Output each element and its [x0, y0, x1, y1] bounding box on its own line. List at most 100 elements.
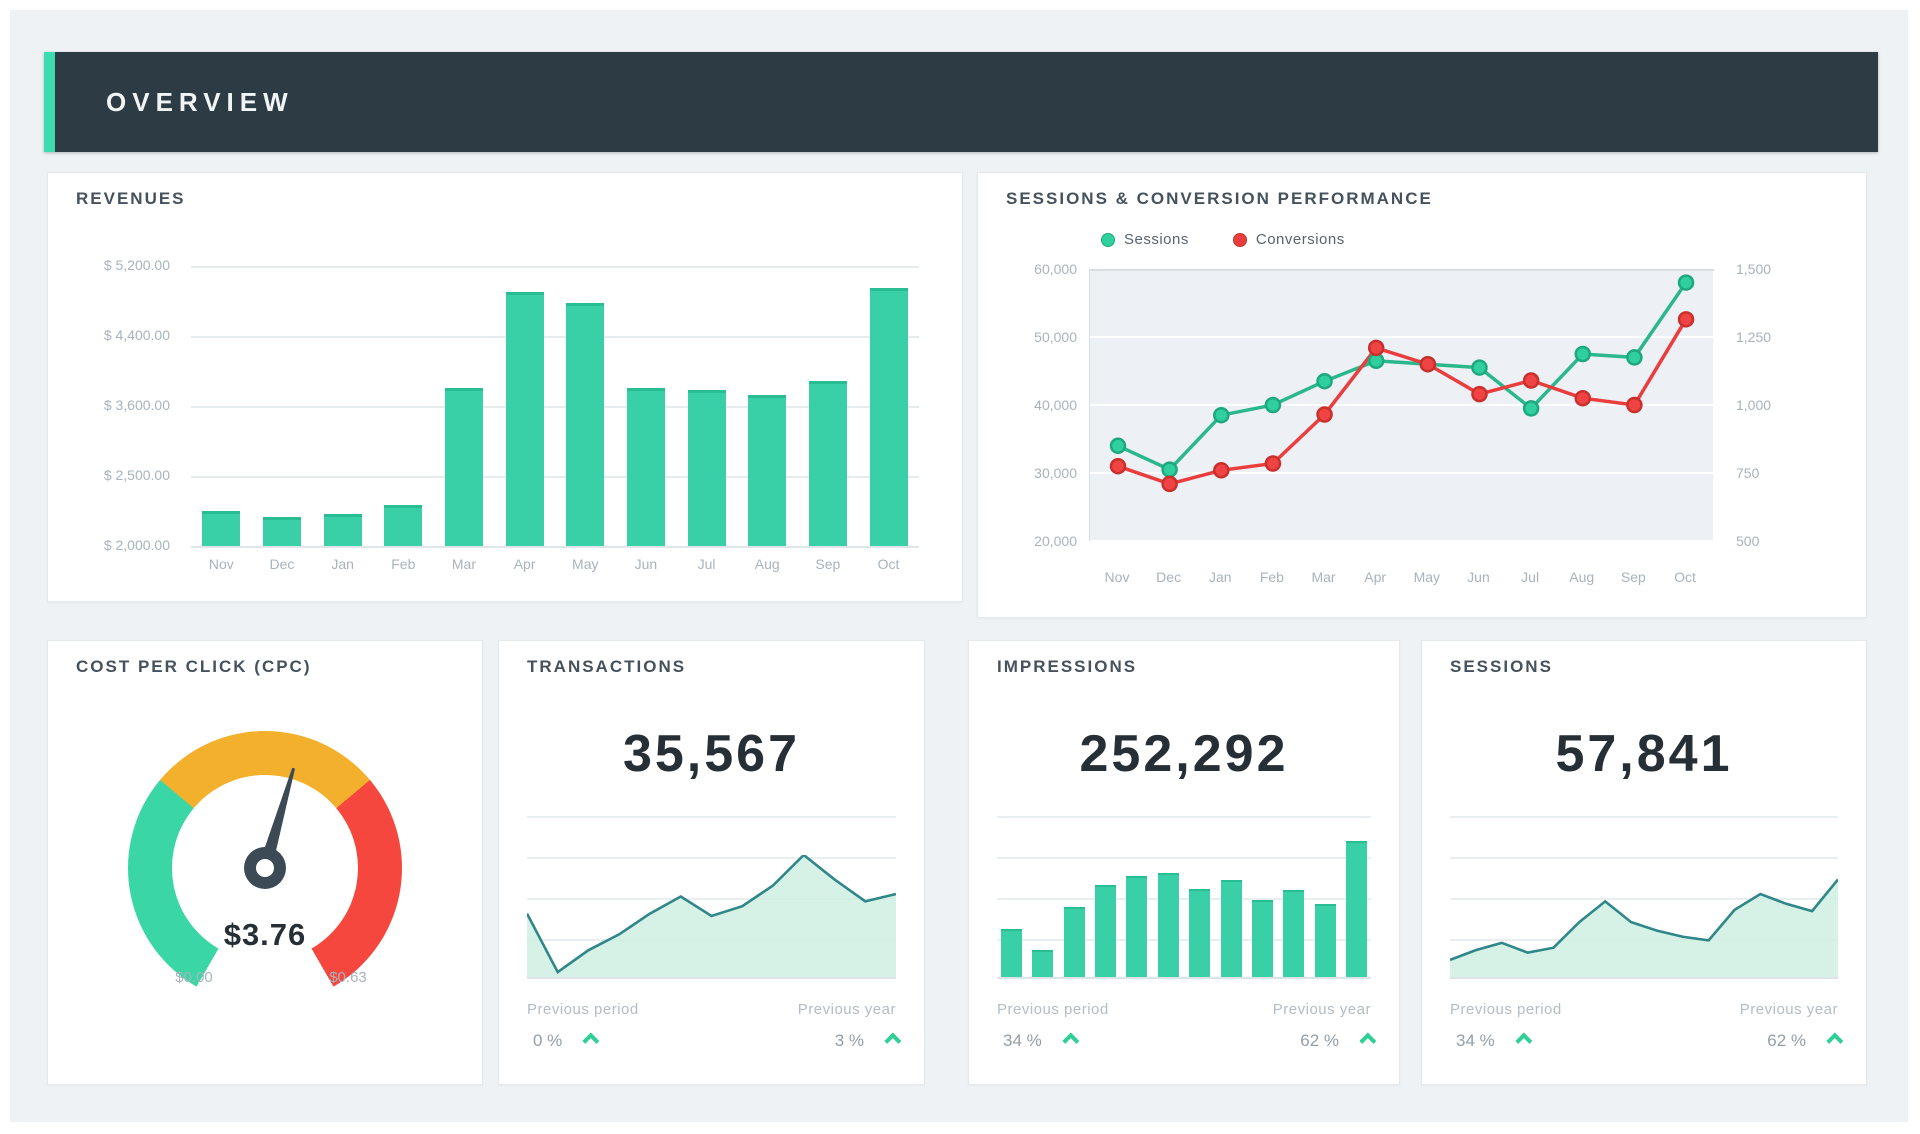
revenues-card: REVENUES $ 5,200.00 $ 4,400.00 $ 3,600.00 $…	[47, 172, 963, 602]
previous-year-label: Previous year	[797, 1001, 896, 1018]
x-axis-label: Feb	[1259, 569, 1284, 585]
x-axis-label: Jan	[331, 556, 354, 572]
impressions-bar	[1157, 873, 1179, 977]
y-axis-label: $ 3,600.00	[103, 397, 170, 413]
x-axis-label: Aug	[1569, 569, 1595, 585]
impressions-bar	[1095, 885, 1117, 977]
sessions-card: SESSIONS 57,841 Previous period 34 % Pre…	[1421, 640, 1867, 1085]
conversions-point	[1109, 457, 1127, 475]
x-axis-label: Jan	[1208, 569, 1232, 585]
gridline	[191, 546, 919, 548]
cpc-card: COST PER CLICK (CPC) $3.76 $0.00 $0.63	[47, 640, 483, 1085]
sessions-point	[1264, 396, 1282, 414]
conversions-point	[1213, 462, 1230, 479]
right-axis-label: 1,000	[1736, 397, 1772, 413]
conversions-point	[1367, 339, 1385, 357]
x-axis-label: Dec	[269, 556, 295, 572]
area-line	[1450, 879, 1838, 960]
gridline	[191, 476, 919, 478]
revenue-bar	[869, 288, 908, 546]
impressions-bar	[1220, 880, 1242, 977]
impressions-minichart	[997, 816, 1371, 979]
trend-up-caret-icon	[1826, 1032, 1844, 1050]
previous-period-label: Previous period	[997, 1001, 1109, 1018]
previous-period-block: Previous period 34 %	[997, 1001, 1109, 1051]
page-title: OVERVIEW	[106, 86, 294, 117]
previous-year-label: Previous year	[1272, 1001, 1371, 1018]
sessions-title: SESSIONS	[1450, 657, 1553, 676]
impressions-bar	[1126, 876, 1148, 977]
right-axis-label: 500	[1736, 533, 1760, 549]
sessions-value: 57,841	[1555, 725, 1733, 783]
transactions-sparkline	[527, 816, 896, 979]
impressions-bar	[1001, 929, 1022, 977]
y-axis-label: $ 2,500.00	[103, 467, 170, 483]
x-axis-label: Jul	[1521, 569, 1540, 585]
x-axis-label: Sep	[815, 556, 841, 572]
previous-year-block: Previous year 3 %	[797, 1001, 902, 1051]
previous-year-block: Previous year 62 %	[1272, 1001, 1377, 1051]
impressions-bar	[1032, 950, 1054, 977]
impressions-bar	[1251, 900, 1273, 977]
conversions-point	[1574, 389, 1592, 407]
chart-legend: Sessions Conversions	[1101, 231, 1345, 248]
left-axis-label: 60,000	[1034, 261, 1077, 277]
conversions-dot-icon	[1232, 232, 1247, 247]
impressions-bar	[1314, 904, 1336, 977]
x-axis-label: Jun	[634, 556, 658, 572]
revenue-bar	[505, 292, 544, 546]
impressions-title: IMPRESSIONS	[997, 657, 1138, 676]
sessions-point	[1161, 461, 1178, 478]
previous-period-label: Previous period	[1450, 1001, 1562, 1018]
sessions-point	[1213, 406, 1230, 424]
sessions-dot-icon	[1101, 232, 1115, 247]
transactions-area-chart	[527, 855, 896, 977]
previous-year-value: 3 %	[834, 1031, 864, 1050]
conversions-point	[1316, 406, 1333, 423]
sessions-point	[1574, 345, 1592, 363]
impressions-footer: Previous period 34 % Previous year 62 %	[997, 1001, 1377, 1051]
revenue-bar	[626, 388, 665, 546]
y-axis-label: $ 5,200.00	[103, 257, 170, 273]
conversions-point	[1419, 355, 1437, 373]
previous-period-block: Previous period 34 %	[1450, 1001, 1562, 1051]
impressions-bar	[1283, 890, 1305, 977]
transactions-title: TRANSACTIONS	[527, 657, 687, 676]
y-axis-label: $ 4,400.00	[103, 327, 170, 343]
x-axis-label: Apr	[513, 556, 536, 572]
revenue-bar	[687, 390, 726, 546]
revenue-bar	[566, 303, 605, 546]
y-axis-label: $ 2,000.00	[103, 537, 170, 553]
trend-up-caret-icon	[1515, 1032, 1533, 1050]
sessions-line	[1117, 281, 1688, 472]
conversions-point	[1264, 455, 1282, 472]
sessions-point	[1109, 437, 1127, 455]
previous-year-value: 62 %	[1300, 1031, 1339, 1050]
revenue-bar	[262, 517, 301, 546]
gauge-hub-icon	[244, 847, 286, 889]
revenue-bar	[444, 388, 483, 546]
sessions-point	[1316, 372, 1333, 390]
previous-year-block: Previous year 62 %	[1739, 1001, 1844, 1051]
page-header: OVERVIEW	[44, 52, 1878, 152]
x-axis-label: Mar	[451, 556, 477, 572]
right-axis-label: 750	[1736, 465, 1760, 481]
revenue-bar	[384, 505, 423, 546]
previous-year-label: Previous year	[1739, 1001, 1838, 1018]
revenues-title: REVENUES	[76, 189, 186, 208]
previous-period-value: 0 %	[533, 1031, 563, 1050]
x-axis-label: Mar	[1311, 569, 1336, 585]
revenue-bar	[748, 395, 787, 546]
left-y-axis: 60,000 50,000 40,000 30,000 20,000	[993, 173, 1077, 617]
cpc-gauge: $3.76	[128, 731, 402, 1005]
trend-up-caret-icon	[582, 1032, 600, 1050]
x-axis-label: Jul	[697, 556, 716, 572]
left-axis-label: 20,000	[1034, 533, 1077, 549]
impressions-card: IMPRESSIONS 252,292 Previous period 34 %…	[968, 640, 1400, 1085]
sessions-point	[1471, 359, 1488, 376]
revenue-bar	[323, 514, 362, 546]
revenues-x-axis: Nov Dec Jan Feb Mar Apr May Jun Jul Aug Sep Oct	[191, 556, 919, 572]
conversions-point	[1471, 385, 1488, 403]
previous-period-value: 34 %	[1456, 1031, 1495, 1050]
area-fill	[1450, 879, 1838, 977]
